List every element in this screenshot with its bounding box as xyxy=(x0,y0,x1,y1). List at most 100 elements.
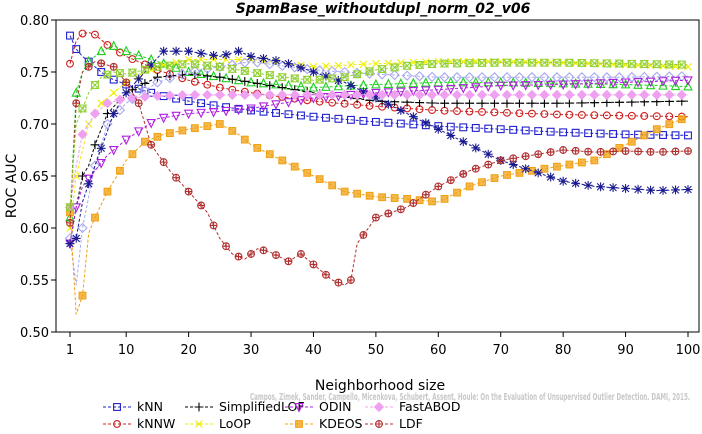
data-point-ldf xyxy=(621,147,630,155)
data-point-inflo xyxy=(439,59,450,68)
data-point-simplifiedlof xyxy=(465,98,474,108)
data-point-simplifiedlof xyxy=(215,72,225,82)
data-point-cof xyxy=(65,239,75,248)
data-point-odin xyxy=(246,104,256,115)
data-point-fastabod xyxy=(451,89,463,100)
data-point-ldf xyxy=(147,140,156,149)
data-point-odin xyxy=(421,86,431,96)
data-point-odin xyxy=(633,78,643,88)
data-point-kdeos xyxy=(378,193,387,202)
data-point-lof xyxy=(483,76,494,87)
y-tick-label: 0.70 xyxy=(20,118,49,133)
data-point-inflo xyxy=(527,58,537,67)
data-point-ldof xyxy=(551,72,563,83)
data-point-kdeos xyxy=(503,171,511,179)
data-point-fastabod xyxy=(414,89,425,100)
data-point-kdeos xyxy=(565,160,574,169)
data-point-inflo xyxy=(265,71,275,80)
data-point-ldof xyxy=(589,72,600,83)
data-point-inflo xyxy=(202,61,213,70)
data-point-lof xyxy=(570,78,581,88)
data-point-ldof xyxy=(289,62,300,73)
data-point-odin xyxy=(258,102,269,112)
data-point-odin xyxy=(321,93,331,103)
data-point-knn xyxy=(297,111,305,120)
data-point-cof xyxy=(109,109,119,118)
y-axis-label: ROC AUC xyxy=(4,153,20,218)
data-point-kdeos xyxy=(153,132,162,141)
data-point-lof xyxy=(321,81,331,91)
data-point-ldf xyxy=(571,146,580,155)
data-point-lof xyxy=(470,76,481,87)
data-point-knn xyxy=(596,129,605,138)
data-point-fastabod xyxy=(464,89,475,100)
data-point-lof xyxy=(645,79,656,90)
data-point-cof xyxy=(508,160,518,169)
data-point-knnw xyxy=(515,109,524,118)
data-point-ldof xyxy=(601,72,613,83)
data-point-knn xyxy=(321,113,330,122)
data-point-ldof xyxy=(264,58,275,70)
data-point-simplifiedlof xyxy=(240,76,250,86)
data-point-ldof xyxy=(501,72,513,83)
legend-item-knn: kNN xyxy=(103,399,163,414)
data-point-knn xyxy=(571,128,580,137)
data-point-lof xyxy=(558,77,568,88)
y-tick-label: 0.65 xyxy=(20,170,49,185)
data-point-cof xyxy=(71,234,81,243)
data-point-lof xyxy=(171,62,181,72)
data-point-odin xyxy=(108,146,119,156)
legend-item-fastabod: FastABOD xyxy=(365,399,461,414)
series-line-loop xyxy=(69,59,689,229)
data-point-knnw xyxy=(590,111,599,120)
legend-label: FastABOD xyxy=(399,399,461,414)
x-tick-label: 60 xyxy=(430,343,447,358)
data-point-odin xyxy=(458,84,469,94)
data-point-ldof xyxy=(626,71,637,83)
data-point-ldf xyxy=(359,231,368,239)
data-point-fastabod xyxy=(551,89,563,100)
data-point-ldf xyxy=(646,148,655,156)
data-point-knnw xyxy=(91,30,99,39)
data-point-inflo xyxy=(127,68,138,77)
data-point-loop xyxy=(322,62,330,70)
data-point-knn xyxy=(521,126,530,135)
data-point-ldf xyxy=(459,170,468,178)
data-point-odin xyxy=(683,76,693,86)
data-point-fastabod xyxy=(77,129,88,140)
y-tick-label: 0.75 xyxy=(20,66,49,81)
data-point-cof xyxy=(309,67,318,77)
data-point-knn xyxy=(496,125,505,134)
data-point-kdeos xyxy=(178,126,187,135)
data-point-ldf xyxy=(222,242,231,251)
data-point-inflo xyxy=(102,70,113,79)
data-point-kdeos xyxy=(577,158,586,167)
x-axis-label: Neighborhood size xyxy=(315,378,445,394)
data-point-kdeos xyxy=(91,213,99,222)
data-point-cof xyxy=(84,179,94,189)
series-kdeos xyxy=(66,115,689,315)
data-point-knnw xyxy=(665,112,674,121)
data-point-odin xyxy=(296,96,306,106)
data-point-inflo xyxy=(339,73,350,82)
data-point-lof xyxy=(371,78,381,89)
data-point-fastabod xyxy=(139,91,151,102)
data-point-cof xyxy=(546,172,556,182)
data-point-ldof xyxy=(489,72,500,83)
data-point-cof xyxy=(683,185,693,194)
data-point-inflo xyxy=(589,59,600,68)
legend-label: ODIN xyxy=(319,399,352,414)
data-point-ldf xyxy=(272,251,280,259)
data-point-inflo xyxy=(389,63,400,72)
data-point-kdeos xyxy=(428,197,436,206)
x-tick-label: 40 xyxy=(305,343,322,358)
data-point-kdeos xyxy=(627,137,636,146)
data-point-kdeos xyxy=(240,135,249,144)
legend-marker xyxy=(375,420,383,428)
data-point-inflo xyxy=(352,70,362,79)
x-tick-label: 50 xyxy=(368,343,385,358)
data-point-odin xyxy=(558,80,568,91)
data-point-ldf xyxy=(66,218,74,227)
data-point-fastabod xyxy=(664,89,675,100)
data-point-ldf xyxy=(109,62,118,71)
